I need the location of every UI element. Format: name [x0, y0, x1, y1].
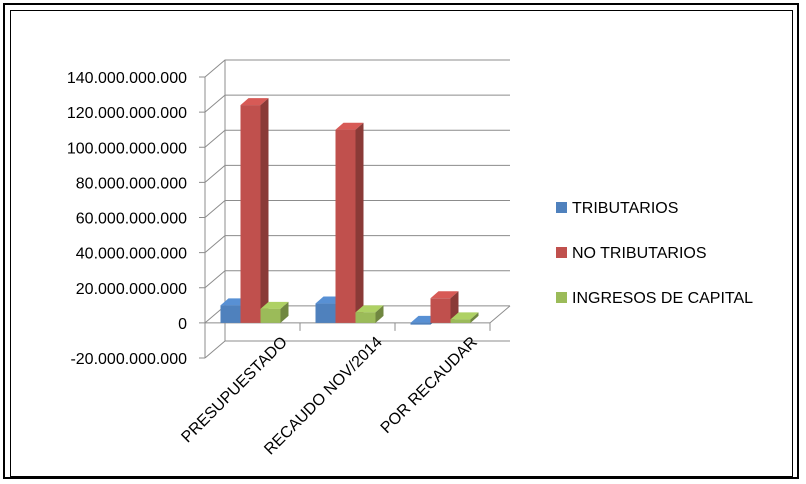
y-tick-label: 100.000.000.000: [67, 140, 187, 157]
floor-right-edge: [489, 305, 511, 324]
bars: [220, 98, 479, 325]
bar-front-face: [430, 298, 451, 323]
bar-front-face: [260, 308, 281, 323]
bar-top-face: [355, 305, 384, 313]
bar-front-face: [450, 319, 471, 323]
bar-side-face: [260, 98, 269, 323]
y-tick-label: -20.000.000.000: [70, 351, 187, 368]
inner-frame: [10, 10, 793, 477]
bar-no-tributarios-0: [240, 98, 269, 323]
bar-top-face: [335, 122, 364, 130]
bar-side-face: [375, 305, 384, 323]
legend-label: INGRESOS DE CAPITAL: [572, 290, 753, 307]
bar-ingresos-de-capital-1: [355, 305, 384, 323]
bar-side-face: [280, 301, 289, 323]
bar-top-face: [240, 98, 269, 106]
gridline: [204, 270, 510, 289]
bar-front-face: [410, 322, 431, 325]
bar-ingresos-de-capital-0: [260, 301, 289, 323]
legend-swatch: [556, 247, 567, 258]
legend-swatch: [556, 292, 567, 303]
bar-front-face: [220, 305, 241, 323]
bar-front-face: [315, 303, 336, 323]
bar-front-face: [335, 129, 356, 323]
x-category-label: POR RECAUDAR: [378, 334, 481, 437]
y-tick-label: 140.000.000.000: [67, 70, 187, 87]
bar-top-face: [450, 312, 479, 320]
y-tick-label: 20.000.000.000: [76, 281, 187, 298]
bar-side-face: [355, 122, 364, 323]
y-tick-label: 80.000.000.000: [76, 175, 187, 192]
y-axis-tick-labels: 140.000.000.000 120.000.000.000 100.000.00…: [67, 70, 187, 368]
legend-swatch: [556, 202, 567, 213]
bar-front-face: [355, 312, 376, 323]
gridline: [204, 59, 510, 78]
legend-label: TRIBUTARIOS: [572, 200, 678, 217]
gridline: [204, 340, 510, 359]
y-tick-label: 120.000.000.000: [67, 105, 187, 122]
x-category-label: PRESUPUESTADO: [178, 334, 290, 446]
y-tick-label: 0: [178, 316, 187, 333]
gridline: [204, 129, 510, 148]
bar-top-face: [260, 301, 289, 309]
legend-label: NO TRIBUTARIOS: [572, 245, 707, 262]
gridline: [204, 94, 510, 113]
bar-no-tributarios-1: [335, 122, 364, 323]
gridline: [204, 235, 510, 254]
gridline: [204, 200, 510, 218]
y-tick-label: 40.000.000.000: [76, 246, 187, 263]
bar-side-face: [470, 312, 479, 323]
outer-frame: [3, 3, 799, 479]
bar-ingresos-de-capital-2: [450, 312, 479, 323]
gridline: [204, 164, 510, 183]
bar-front-face: [240, 105, 261, 323]
y-tick-label: 60.000.000.000: [76, 211, 187, 228]
legend: TRIBUTARIOS NO TRIBUTARIOS INGRESOS DE CAP…: [556, 200, 753, 307]
bar-top-face: [430, 291, 459, 299]
